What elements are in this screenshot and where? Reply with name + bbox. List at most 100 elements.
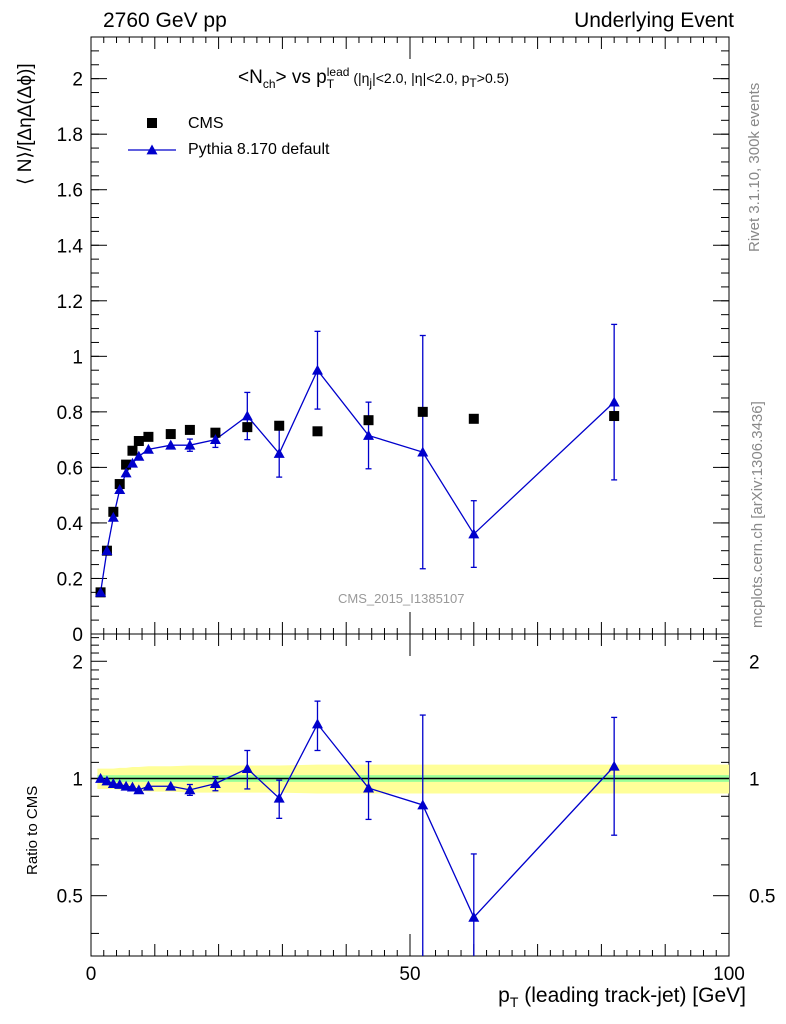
pythia-point (417, 446, 429, 457)
plot-title: <Nch> vs p lead T (|ηj|<2.0, |η|<2.0, pT>0… (238, 66, 509, 91)
ratio-series (95, 700, 620, 956)
main-y-tick-label: 0 (72, 625, 83, 646)
ratio-point (101, 775, 113, 786)
plot-title-cuts-a-sub: j (369, 75, 373, 90)
side-label-rivet: Rivet 3.1.10, 300k events (746, 82, 763, 252)
pythia-point (311, 364, 323, 375)
cms-data-point (133, 436, 144, 447)
cms-data-point (417, 406, 428, 417)
ratio-point (273, 792, 285, 803)
x-axis-label-rest: (leading track-jet) [GeV] (518, 984, 746, 1007)
header-left: 2760 GeV pp (103, 9, 227, 32)
legend-cms-marker (147, 118, 157, 128)
plot-title-cuts-b-sub: T (469, 75, 477, 90)
x-axis-label: pT (leading track-jet) [GeV] (498, 984, 746, 1010)
pythia-point (142, 443, 154, 454)
cms-data-point (210, 427, 221, 438)
ratio-panel-frame (90, 633, 730, 957)
cms-data-point (143, 431, 154, 442)
cms-data-point (165, 429, 176, 440)
main-y-tick-label: 0.6 (57, 458, 83, 479)
main-y-tick-label: 2 (72, 70, 83, 91)
analysis-watermark: CMS_2015_I1385107 (338, 591, 465, 606)
main-y-tick-label: 0.2 (57, 569, 83, 590)
ratio-line (100, 722, 615, 919)
cms-data-point (127, 445, 138, 456)
x-axis-label-p: p (498, 984, 510, 1007)
plot-title-cuts-c: >0.5) (476, 70, 510, 87)
main-y-tick-label: 0.4 (57, 514, 84, 535)
pythia-point (95, 586, 107, 597)
ratio-y-tick-label-right: 1 (749, 769, 760, 790)
ratio-point (95, 772, 107, 783)
ratio-y-tick-label: 2 (72, 652, 83, 673)
pythia-point (608, 396, 620, 407)
legend-pythia-marker (146, 144, 158, 155)
main-y-tick-label: 1.8 (57, 125, 83, 146)
pythia-point (165, 439, 177, 450)
pythia-point (101, 545, 113, 556)
side-label-mcplots: mcplots.cern.ch [arXiv:1306.3436] (749, 401, 766, 628)
plot-title-cuts-b: |<2.0, |η|<2.0, p (372, 70, 470, 87)
x-tick-label: 0 (86, 964, 97, 985)
main-y-tick-label: 1 (72, 347, 83, 368)
cms-data-point (114, 479, 125, 490)
cms-data-point (312, 426, 323, 437)
cms-data-point (242, 422, 253, 433)
plot-title-sub2: T (326, 77, 335, 91)
ratio-y-tick-label-right: 0.5 (749, 887, 775, 908)
pythia-point (133, 450, 145, 461)
main-panel-frame (90, 36, 730, 635)
ratio-point (165, 780, 177, 791)
pythia-point (363, 429, 375, 440)
pythia-point (120, 467, 132, 478)
cms-data-point (468, 413, 479, 424)
pythia-point (209, 434, 221, 445)
cms-data-point (121, 459, 132, 470)
pythia-line (99, 368, 615, 593)
x-axis-label-sub: T (509, 994, 519, 1011)
legend-cms-label: CMS (188, 115, 224, 132)
ratio-point (133, 784, 145, 795)
main-y-tick-label: 1.4 (57, 236, 84, 257)
plot-title-cuts-a: (|η (353, 70, 370, 87)
ratio-point (209, 778, 221, 789)
pythia-point (184, 439, 196, 450)
ratio-y-tick-label: 0.5 (57, 887, 83, 908)
pythia-point (126, 457, 138, 468)
x-tick-label: 50 (399, 964, 420, 985)
cms-data-point (274, 420, 285, 431)
cms-data-point (609, 411, 620, 422)
ratio-point (468, 911, 480, 922)
main-y-tick-label: 1.6 (57, 181, 83, 202)
cms-data-point (108, 506, 119, 517)
header-right: Underlying Event (574, 9, 734, 32)
main-series (95, 323, 620, 598)
pythia-point (241, 410, 253, 421)
ratio-point (126, 781, 138, 792)
ratio-point (363, 782, 375, 793)
ratio-point (417, 799, 429, 810)
x-tick-label: 100 (713, 964, 745, 985)
pythia-point (468, 528, 480, 539)
ratio-axes: 0.5 0.5 1 1 2 2 0 50 100 (57, 634, 775, 985)
main-y-tick-label: 0.8 (57, 403, 83, 424)
plot-title-sup: lead (326, 65, 350, 79)
main-axes: 0 0.2 0.4 0.6 0.8 1 1.2 1.4 1.6 1.8 2 (57, 37, 730, 646)
ratio-y-axis-label: Ratio to CMS (24, 785, 41, 875)
cms-data-point (363, 415, 374, 426)
cms-data-point (184, 424, 195, 435)
plot-title-mid: > vs p (275, 67, 327, 89)
plot-title-main: <N (238, 67, 263, 89)
ratio-point (311, 718, 323, 729)
ratio-y-tick-label-right: 2 (749, 652, 760, 673)
plot-title-sub1: ch (262, 76, 276, 91)
ratio-point (241, 763, 253, 774)
pythia-point (107, 511, 119, 522)
legend-pythia-label: Pythia 8.170 default (188, 141, 330, 158)
pythia-point (114, 484, 126, 495)
legend-marks (128, 118, 176, 155)
ratio-point (142, 780, 154, 791)
pythia-point (273, 448, 285, 458)
